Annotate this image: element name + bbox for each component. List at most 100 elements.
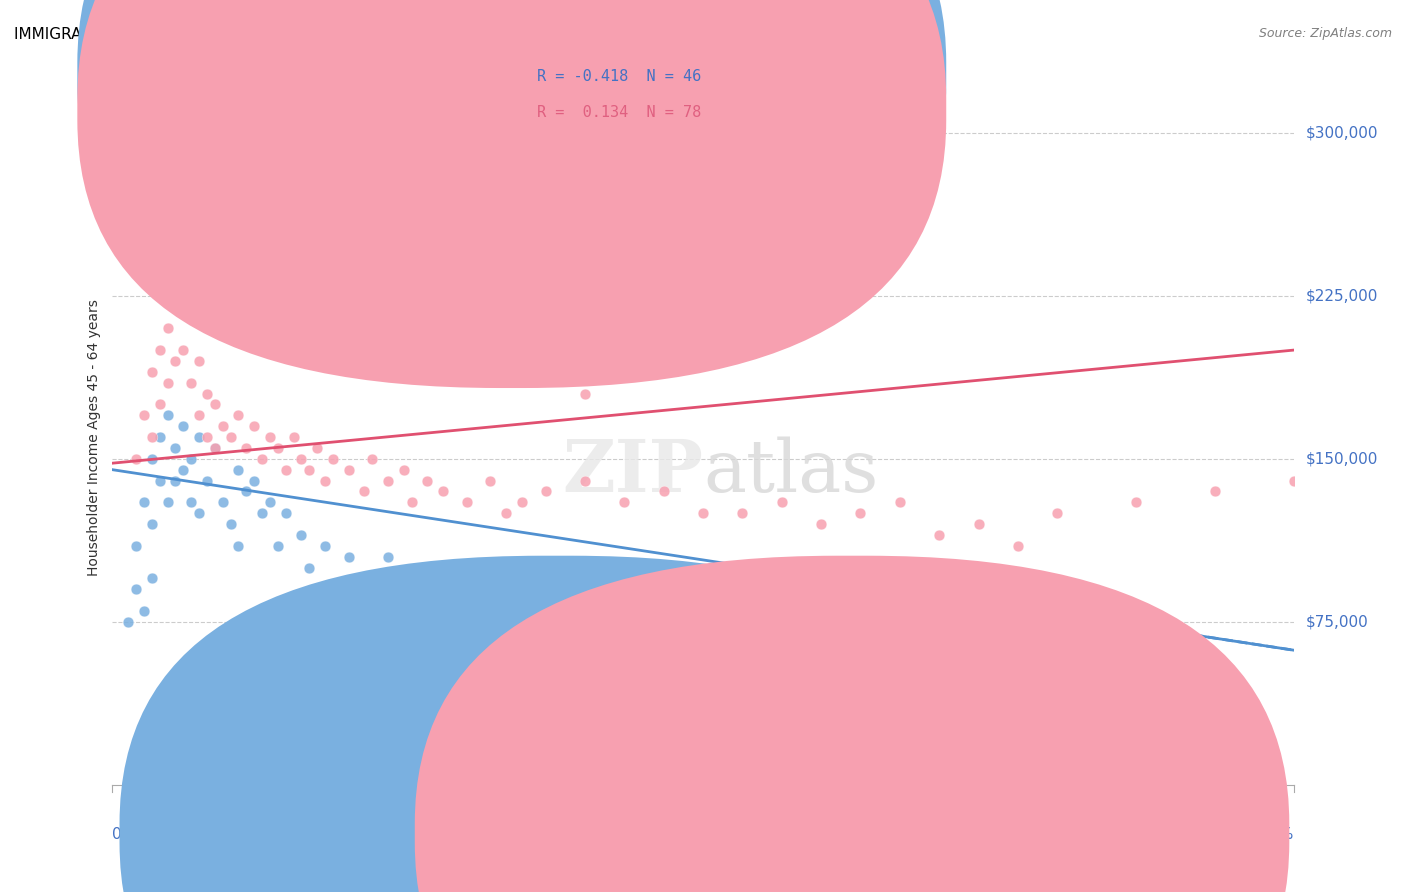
Point [337, 549, 360, 564]
Point [1282, 474, 1305, 488]
Point [180, 495, 202, 509]
Point [188, 354, 211, 368]
Point [132, 495, 155, 509]
Point [243, 310, 266, 325]
Point [149, 474, 172, 488]
Point [377, 549, 399, 564]
Point [479, 474, 502, 488]
Point [267, 539, 290, 553]
Point [290, 528, 312, 542]
Point [243, 419, 266, 434]
Point [692, 506, 714, 520]
Point [810, 516, 832, 531]
Point [337, 463, 360, 477]
Point [574, 474, 596, 488]
Point [165, 300, 187, 314]
Text: ZIP: ZIP [562, 436, 703, 508]
Point [165, 354, 187, 368]
Point [353, 571, 375, 585]
Point [188, 506, 211, 520]
Point [314, 539, 336, 553]
Point [267, 441, 290, 455]
Text: Immigrants from the Azores: Immigrants from the Azores [591, 827, 804, 841]
Point [314, 474, 336, 488]
Point [228, 463, 250, 477]
Point [149, 343, 172, 357]
Point [211, 495, 233, 509]
Point [165, 474, 187, 488]
Point [156, 495, 179, 509]
Text: atlas: atlas [703, 436, 879, 508]
Point [228, 539, 250, 553]
Point [195, 430, 218, 444]
Point [132, 604, 155, 618]
Text: R = -0.418  N = 46: R = -0.418 N = 46 [537, 70, 702, 84]
Point [125, 539, 148, 553]
Point [228, 409, 250, 423]
Point [534, 593, 557, 607]
Point [172, 419, 194, 434]
Text: R =  0.134  N = 78: R = 0.134 N = 78 [537, 105, 702, 120]
Point [377, 474, 399, 488]
Point [125, 256, 148, 270]
Point [731, 506, 754, 520]
Point [495, 582, 517, 597]
Point [416, 365, 439, 379]
Point [274, 300, 297, 314]
Point [180, 267, 202, 281]
Point [849, 506, 872, 520]
Text: Filipinos: Filipinos [872, 827, 934, 841]
Point [314, 332, 336, 346]
Point [274, 506, 297, 520]
Point [401, 582, 423, 597]
Point [574, 386, 596, 401]
Point [456, 560, 478, 574]
Point [243, 474, 266, 488]
Point [132, 235, 155, 249]
Point [180, 310, 202, 325]
Point [165, 441, 187, 455]
Point [149, 430, 172, 444]
Point [274, 463, 297, 477]
Point [204, 397, 226, 411]
Point [250, 451, 273, 466]
Text: $150,000: $150,000 [1305, 451, 1378, 467]
Point [132, 409, 155, 423]
Point [731, 593, 754, 607]
Point [180, 376, 202, 390]
Point [770, 495, 793, 509]
Point [322, 451, 344, 466]
Text: Source: ZipAtlas.com: Source: ZipAtlas.com [1258, 27, 1392, 40]
Point [141, 451, 163, 466]
Point [165, 245, 187, 260]
Text: IMMIGRANTS FROM THE AZORES VS FILIPINO HOUSEHOLDER INCOME AGES 45 - 64 YEARS COR: IMMIGRANTS FROM THE AZORES VS FILIPINO H… [14, 27, 876, 42]
Point [613, 495, 636, 509]
Point [1125, 495, 1147, 509]
Y-axis label: Householder Income Ages 45 - 64 years: Householder Income Ages 45 - 64 years [87, 299, 101, 575]
Point [967, 516, 990, 531]
Point [290, 451, 312, 466]
Text: $225,000: $225,000 [1305, 288, 1378, 303]
Point [141, 430, 163, 444]
Point [180, 451, 202, 466]
Point [652, 571, 675, 585]
Point [928, 528, 950, 542]
Point [307, 441, 329, 455]
Point [172, 343, 194, 357]
Point [149, 397, 172, 411]
Point [510, 495, 533, 509]
Point [141, 516, 163, 531]
Point [298, 463, 321, 477]
Point [141, 571, 163, 585]
Point [117, 615, 139, 629]
Point [219, 430, 242, 444]
Point [298, 560, 321, 574]
Text: $300,000: $300,000 [1305, 125, 1378, 140]
Point [1046, 506, 1069, 520]
Point [141, 365, 163, 379]
Point [156, 321, 179, 335]
Point [188, 409, 211, 423]
Point [416, 474, 439, 488]
Point [392, 463, 415, 477]
Point [495, 354, 517, 368]
